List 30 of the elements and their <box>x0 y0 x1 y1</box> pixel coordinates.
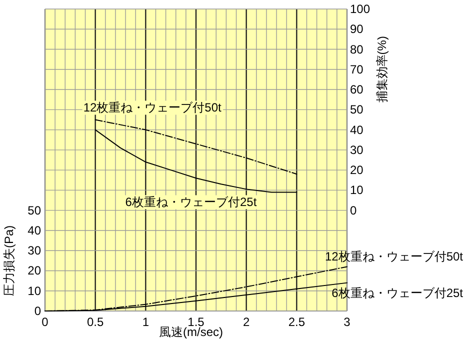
y2-axis-title: 捕集効率(%) <box>375 36 389 103</box>
y2-tick-label: 0 <box>350 203 357 218</box>
x-tick-label: 0.5 <box>86 315 104 329</box>
series-label: 12枚重ね・ウェーブ付50t <box>324 250 464 264</box>
y-tick-label: 50 <box>28 203 42 218</box>
series-label: 6枚重ね・ウェーブ付25t <box>332 286 464 300</box>
y2-tick-label: 90 <box>350 22 364 36</box>
y2-tick-label: 30 <box>350 142 364 157</box>
series-label: 6枚重ね・ウェーブ付25t <box>125 195 258 210</box>
series-label: 12枚重ね・ウェーブ付50t <box>83 100 222 115</box>
y2-tick-label: 10 <box>350 183 364 198</box>
y-tick-label: 20 <box>28 264 42 278</box>
x-tick-label: 3 <box>344 315 351 329</box>
line-series <box>94 129 298 193</box>
y-tick-label: 0 <box>34 304 42 318</box>
y2-tick-label: 40 <box>350 122 364 137</box>
x-tick-label: 2.5 <box>288 315 306 329</box>
y-axis-title: 圧力損失(Pa) <box>2 225 16 296</box>
x-tick-label: 1 <box>142 315 150 329</box>
y2-tick-label: 60 <box>350 82 364 97</box>
y2-tick-label: 80 <box>350 42 364 56</box>
y-tick-label: 40 <box>28 223 42 238</box>
y2-tick-label: 50 <box>350 102 364 117</box>
y2-tick-label: 100 <box>350 2 370 16</box>
y2-tick-label: 70 <box>350 62 364 76</box>
y-tick-label: 30 <box>28 244 42 258</box>
y-tick-label: 10 <box>28 284 42 298</box>
line-series <box>94 119 298 175</box>
x-tick-label: 2 <box>242 315 250 329</box>
y2-tick-label: 20 <box>350 163 364 178</box>
